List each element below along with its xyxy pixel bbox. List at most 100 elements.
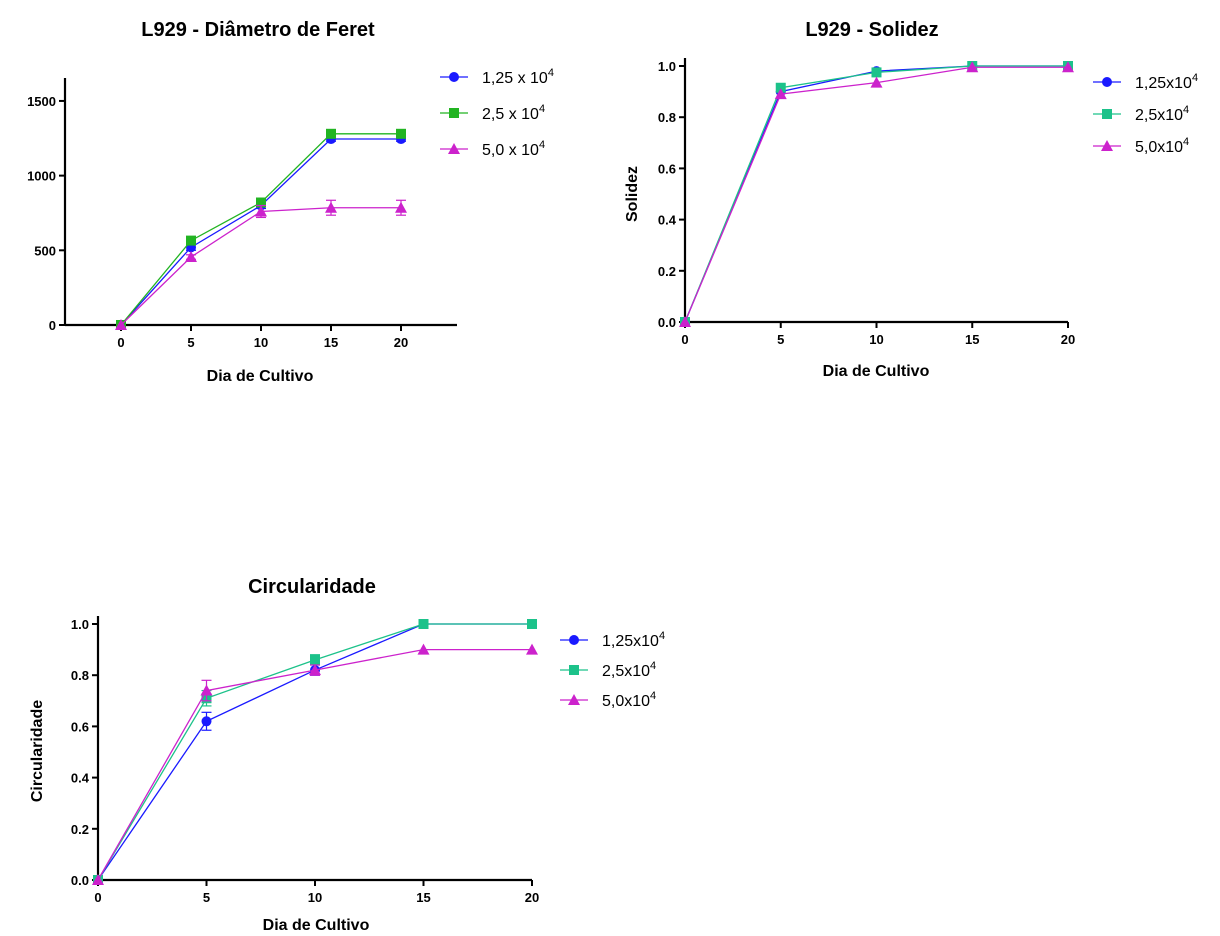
legend-label-exponent: 4 <box>539 139 545 151</box>
x-tick-label: 0 <box>117 335 124 350</box>
data-point <box>1102 109 1112 119</box>
data-point <box>1102 77 1112 87</box>
chart-title: L929 - Diâmetro de Feret <box>141 19 375 41</box>
legend-label: 2,5x104 <box>1135 104 1189 124</box>
legend-label-exponent: 4 <box>1192 72 1198 84</box>
data-point <box>527 619 537 629</box>
data-point <box>396 128 406 139</box>
x-tick-label: 15 <box>324 335 338 350</box>
legend-label: 2,5 x 104 <box>482 103 545 123</box>
x-tick-label: 15 <box>965 332 979 347</box>
legend-label-exponent: 4 <box>659 630 665 642</box>
data-point <box>870 76 883 88</box>
data-point <box>92 874 104 885</box>
legend-label: 5,0x104 <box>602 690 656 710</box>
data-point <box>1101 140 1113 151</box>
legend-label-main: 5,0 x 10 <box>482 142 539 159</box>
x-tick-label: 5 <box>187 335 194 350</box>
x-tick-label: 0 <box>681 332 688 347</box>
x-tick-label: 10 <box>869 332 883 347</box>
x-tick-label: 10 <box>308 890 322 905</box>
circularity-chart: Circularidade Dia de Cultivo Circularida… <box>29 576 665 934</box>
data-point <box>568 694 580 705</box>
x-axis-title: Dia de Cultivo <box>263 917 370 934</box>
y-tick-label: 1.0 <box>658 59 676 74</box>
legend-label: 1,25x104 <box>602 630 665 650</box>
x-axis-title: Dia de Cultivo <box>207 368 314 385</box>
data-point <box>1062 61 1074 73</box>
data-point <box>185 251 197 263</box>
y-tick-label: 0.0 <box>658 315 676 330</box>
data-point <box>569 665 579 675</box>
data-point <box>200 684 213 696</box>
legend-label-exponent: 4 <box>1183 104 1189 116</box>
legend-label-main: 1,25x10 <box>1135 75 1192 92</box>
y-axis-title: Solidez <box>624 166 641 222</box>
legend-label-exponent: 4 <box>1183 136 1189 148</box>
data-point <box>395 201 407 213</box>
legend-label-main: 1,25x10 <box>602 633 659 650</box>
data-point <box>310 654 320 665</box>
data-point <box>186 235 196 246</box>
feret-diameter-chart: L929 - Diâmetro de Feret Dia de Cultivo … <box>27 19 554 385</box>
data-point <box>326 128 336 139</box>
x-tick-label: 5 <box>203 890 210 905</box>
legend-label-main: 2,5x10 <box>1135 107 1183 124</box>
y-tick-label: 0.0 <box>71 873 89 888</box>
legend-label-main: 5,0x10 <box>1135 139 1183 156</box>
y-tick-label: 0.8 <box>71 668 89 683</box>
data-point <box>526 643 538 655</box>
y-axis-title: Circularidade <box>29 700 46 802</box>
y-tick-label: 0.4 <box>658 213 677 228</box>
x-tick-label: 20 <box>394 335 408 350</box>
chart-title: Circularidade <box>248 576 376 598</box>
legend-label-exponent: 4 <box>548 67 554 79</box>
series-line <box>97 648 532 881</box>
legend-label: 5,0x104 <box>1135 136 1189 156</box>
x-tick-label: 15 <box>416 890 430 905</box>
y-tick-label: 1.0 <box>71 617 89 632</box>
legend-label-main: 2,5x10 <box>602 663 650 680</box>
data-point <box>115 319 127 330</box>
data-point <box>679 316 691 327</box>
legend-label: 2,5x104 <box>602 660 656 680</box>
y-tick-label: 500 <box>34 243 56 258</box>
data-point <box>449 108 459 118</box>
series-line <box>120 138 401 326</box>
legend-label: 1,25x104 <box>1135 72 1198 92</box>
data-point <box>309 664 321 676</box>
series-line <box>120 133 401 326</box>
x-tick-label: 10 <box>254 335 268 350</box>
data-point <box>775 82 786 93</box>
data-point <box>966 61 979 73</box>
data-point <box>255 205 267 217</box>
y-tick-label: 0.6 <box>71 719 89 734</box>
data-point <box>325 201 337 213</box>
series-line <box>120 207 401 326</box>
legend-label-main: 2,5 x 10 <box>482 106 539 123</box>
x-axis-title: Dia de Cultivo <box>823 363 930 380</box>
y-tick-label: 0.4 <box>71 771 90 786</box>
data-point <box>569 635 579 645</box>
x-tick-label: 0 <box>94 890 101 905</box>
legend-label-exponent: 4 <box>650 690 656 702</box>
data-point <box>774 88 787 100</box>
x-tick-label: 20 <box>1061 332 1075 347</box>
data-point <box>448 143 460 154</box>
y-tick-label: 0.2 <box>71 822 89 837</box>
y-tick-label: 0.6 <box>658 161 676 176</box>
data-point <box>449 72 459 82</box>
series-line <box>684 65 1068 323</box>
legend-label-main: 1,25 x 10 <box>482 70 548 87</box>
y-tick-label: 1000 <box>27 169 56 184</box>
legend-label-exponent: 4 <box>650 660 656 672</box>
legend-label: 1,25 x 104 <box>482 67 554 87</box>
x-tick-label: 5 <box>777 332 784 347</box>
y-tick-label: 1500 <box>27 94 56 109</box>
y-tick-label: 0.8 <box>658 110 676 125</box>
legend-label: 5,0 x 104 <box>482 139 545 159</box>
legend-label-main: 5,0x10 <box>602 693 650 710</box>
chart-title: L929 - Solidez <box>805 19 938 41</box>
data-point <box>256 197 266 208</box>
series-line <box>684 66 1068 323</box>
